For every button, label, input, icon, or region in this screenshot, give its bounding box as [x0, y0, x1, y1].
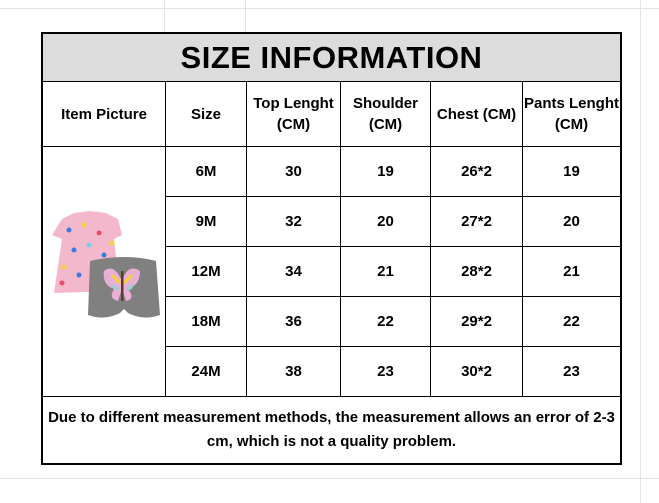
header-pants-length: Pants Lenght (CM)	[522, 81, 622, 147]
size-table: SIZE INFORMATION Item Picture Size Top L…	[41, 32, 622, 465]
header-size: Size	[165, 81, 247, 147]
chest-cell: 27*2	[430, 196, 523, 247]
pants-length-cell: 20	[522, 196, 622, 247]
item-picture	[41, 146, 166, 397]
size-cell: 9M	[165, 196, 247, 247]
shoulder-cell: 22	[340, 296, 431, 347]
chest-cell: 28*2	[430, 246, 523, 297]
table-row: 24M 38 23 30*2 23	[42, 346, 622, 397]
chest-cell: 30*2	[430, 346, 523, 397]
shorts-image	[88, 256, 160, 318]
size-cell: 18M	[165, 296, 247, 347]
chest-cell: 26*2	[430, 146, 523, 197]
shoulder-cell: 23	[340, 346, 431, 397]
shoulder-cell: 19	[340, 146, 431, 197]
header-row: Item Picture Size Top Lenght (CM) Should…	[41, 81, 622, 147]
top-length-cell: 38	[246, 346, 341, 397]
shoulder-cell: 21	[340, 246, 431, 297]
pants-length-cell: 22	[522, 296, 622, 347]
measurement-note: Due to different measurement methods, th…	[41, 396, 622, 465]
top-length-cell: 36	[246, 296, 341, 347]
pants-length-cell: 21	[522, 246, 622, 297]
pants-length-cell: 19	[522, 146, 622, 197]
top-length-cell: 30	[246, 146, 341, 197]
table-title: SIZE INFORMATION	[41, 32, 622, 82]
header-chest: Chest (CM)	[430, 81, 523, 147]
shoulder-cell: 20	[340, 196, 431, 247]
header-item-picture: Item Picture	[41, 81, 166, 147]
pants-length-cell: 23	[522, 346, 622, 397]
chest-cell: 29*2	[430, 296, 523, 347]
top-length-cell: 34	[246, 246, 341, 297]
table-row: 9M 32 20 27*2 20	[42, 196, 622, 247]
size-cell: 6M	[165, 146, 247, 197]
table-row: 6M 30 19 26*2 19	[41, 146, 622, 397]
size-cell: 12M	[165, 246, 247, 297]
top-length-cell: 32	[246, 196, 341, 247]
outfit-image	[52, 210, 160, 318]
size-cell: 24M	[165, 346, 247, 397]
table-row: 12M 34 21 28*2 21	[42, 246, 622, 297]
header-top-length: Top Lenght (CM)	[246, 81, 341, 147]
header-shoulder: Shoulder (CM)	[340, 81, 431, 147]
